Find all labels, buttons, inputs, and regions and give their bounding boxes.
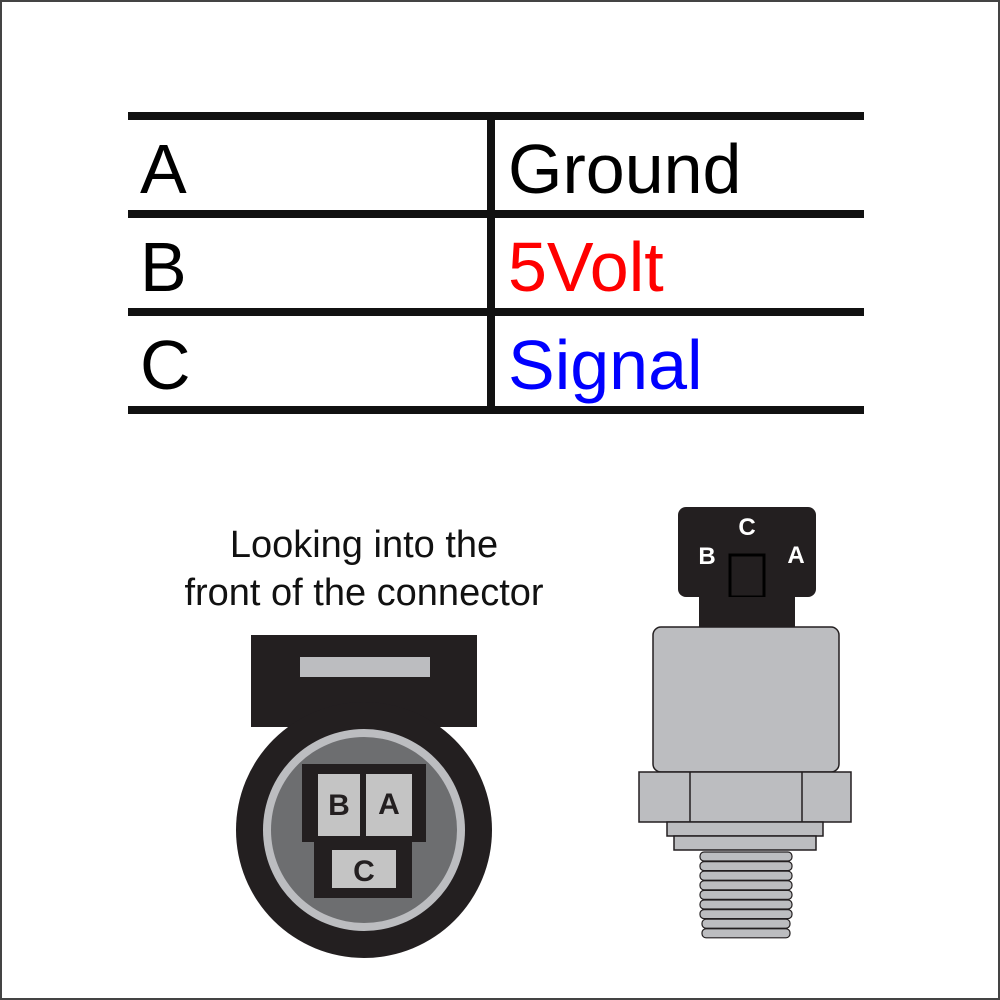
- connector-front-view: B A C: [236, 635, 492, 958]
- sensor-body: [652, 626, 840, 773]
- thread-ring: [699, 870, 793, 881]
- table-rule-2: [128, 308, 864, 316]
- pin-label-a: A: [140, 130, 187, 208]
- front-pin-cavity-a: [366, 774, 412, 836]
- sensor-connector-head: [678, 507, 816, 597]
- thread-ring: [699, 860, 793, 872]
- sensor-pin-b-label: B: [698, 543, 715, 570]
- pin-function-signal: Signal: [508, 326, 703, 404]
- thread-ring: [699, 899, 793, 910]
- pin-function-5volt: 5Volt: [508, 228, 664, 306]
- sensor-collar-1: [666, 821, 824, 837]
- sensor-collar-2: [673, 835, 817, 851]
- sensor-pin-a-label: A: [787, 542, 804, 569]
- front-pin-c-label: C: [353, 855, 375, 888]
- pressure-sensor: C B A: [638, 507, 852, 939]
- front-pin-b-label: B: [328, 789, 350, 822]
- table-rule-1: [128, 210, 864, 218]
- thread-ring: [699, 889, 793, 901]
- sensor-neck: [699, 597, 795, 629]
- sensor-threads: [699, 851, 793, 939]
- pin-function-ground: Ground: [508, 130, 742, 208]
- thread-ring: [699, 908, 793, 920]
- front-pin-a-label: A: [378, 788, 400, 821]
- caption-line-2: front of the connector: [184, 572, 544, 614]
- table-rule-bottom: [128, 406, 864, 414]
- pin-label-b: B: [140, 228, 187, 306]
- caption-line-1: Looking into the: [229, 524, 499, 566]
- sensor-pin-c-label: C: [738, 514, 755, 541]
- table-divider: [487, 115, 495, 413]
- thread-ring: [701, 928, 791, 939]
- latch-slot: [300, 657, 430, 677]
- thread-ring: [701, 918, 791, 929]
- thread-ring: [699, 880, 793, 891]
- table-rule-top: [128, 112, 864, 120]
- front-pin-cavity-c: [332, 850, 396, 888]
- sensor-hex-nut: [638, 771, 852, 823]
- thread-ring: [699, 851, 793, 862]
- front-pin-cavity-b: [318, 774, 360, 836]
- pin-label-c: C: [140, 326, 191, 404]
